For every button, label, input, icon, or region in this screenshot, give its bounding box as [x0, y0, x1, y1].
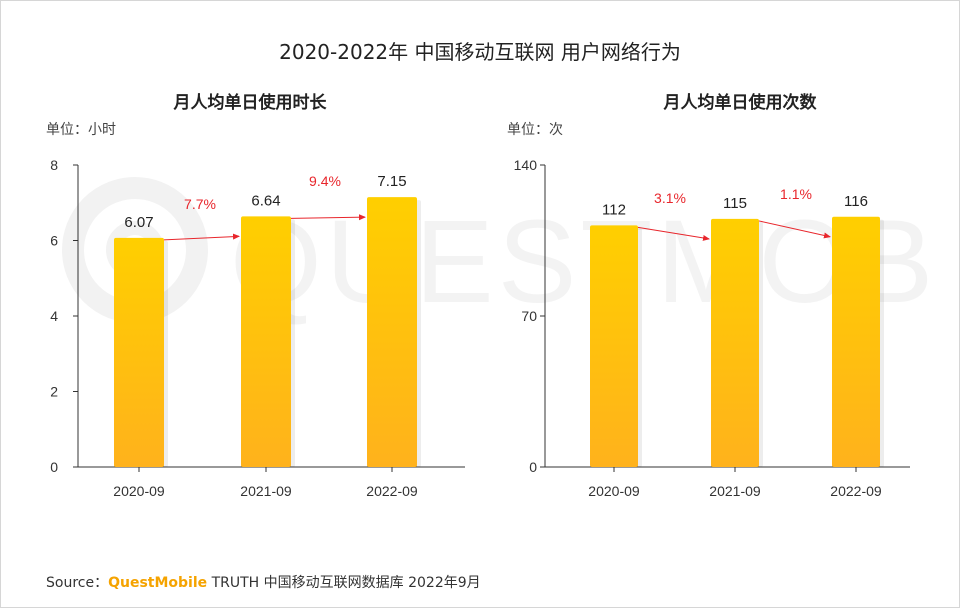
bar-value-label: 112: [602, 201, 626, 218]
y-tick-label: 70: [521, 308, 537, 324]
growth-arrow: [163, 233, 240, 241]
chart-1-unit: 单位：小时: [46, 122, 116, 138]
bar-value-label: 6.07: [124, 214, 153, 231]
growth-label: 1.1%: [780, 186, 812, 202]
y-tick-label: 6: [50, 233, 58, 249]
bar: [114, 237, 164, 467]
bar-value-label: 115: [723, 195, 747, 212]
chart-2-unit: 单位：次: [507, 122, 563, 138]
y-tick-label: 4: [50, 308, 58, 324]
x-tick-label: 2022-09: [366, 483, 418, 499]
bar-value-label: 116: [844, 193, 868, 210]
x-tick-label: 2021-09: [240, 483, 292, 499]
x-tick-label: 2020-09: [113, 483, 165, 499]
bar: [367, 197, 417, 467]
x-tick-label: 2021-09: [709, 483, 761, 499]
y-tick-label: 0: [50, 459, 58, 475]
bar: [832, 216, 880, 467]
source-note: Source：QuestMobile TRUTH 中国移动互联网数据库 2022…: [46, 572, 481, 592]
source-text: TRUTH 中国移动互联网数据库 2022年9月: [207, 575, 481, 591]
growth-label: 7.7%: [184, 196, 216, 212]
y-tick-label: 140: [514, 157, 538, 173]
x-tick-label: 2020-09: [588, 483, 640, 499]
chart-1-title: 月人均单日使用时长: [173, 93, 327, 113]
growth-arrow: [290, 214, 366, 221]
bar: [241, 216, 291, 467]
y-tick-label: 0: [529, 459, 537, 475]
bar: [590, 225, 638, 467]
source-prefix: Source：: [46, 575, 109, 591]
bar-value-label: 7.15: [377, 173, 406, 190]
growth-label: 9.4%: [309, 173, 341, 189]
y-tick-label: 2: [50, 384, 58, 400]
watermark-logo: QUESTMOBILE: [62, 177, 930, 328]
chart-2-title: 月人均单日使用次数: [663, 93, 817, 113]
source-brand: QuestMobile: [108, 575, 208, 591]
x-tick-label: 2022-09: [830, 483, 882, 499]
growth-arrow: [758, 220, 831, 239]
growth-arrow: [637, 226, 710, 241]
bar: [711, 218, 759, 467]
page-title: 2020-2022年 中国移动互联网 用户网络行为: [279, 40, 681, 64]
growth-label: 3.1%: [654, 190, 686, 206]
y-tick-label: 8: [50, 157, 58, 173]
bar-value-label: 6.64: [251, 192, 280, 209]
watermark-text: QUESTMOBILE: [230, 196, 930, 328]
